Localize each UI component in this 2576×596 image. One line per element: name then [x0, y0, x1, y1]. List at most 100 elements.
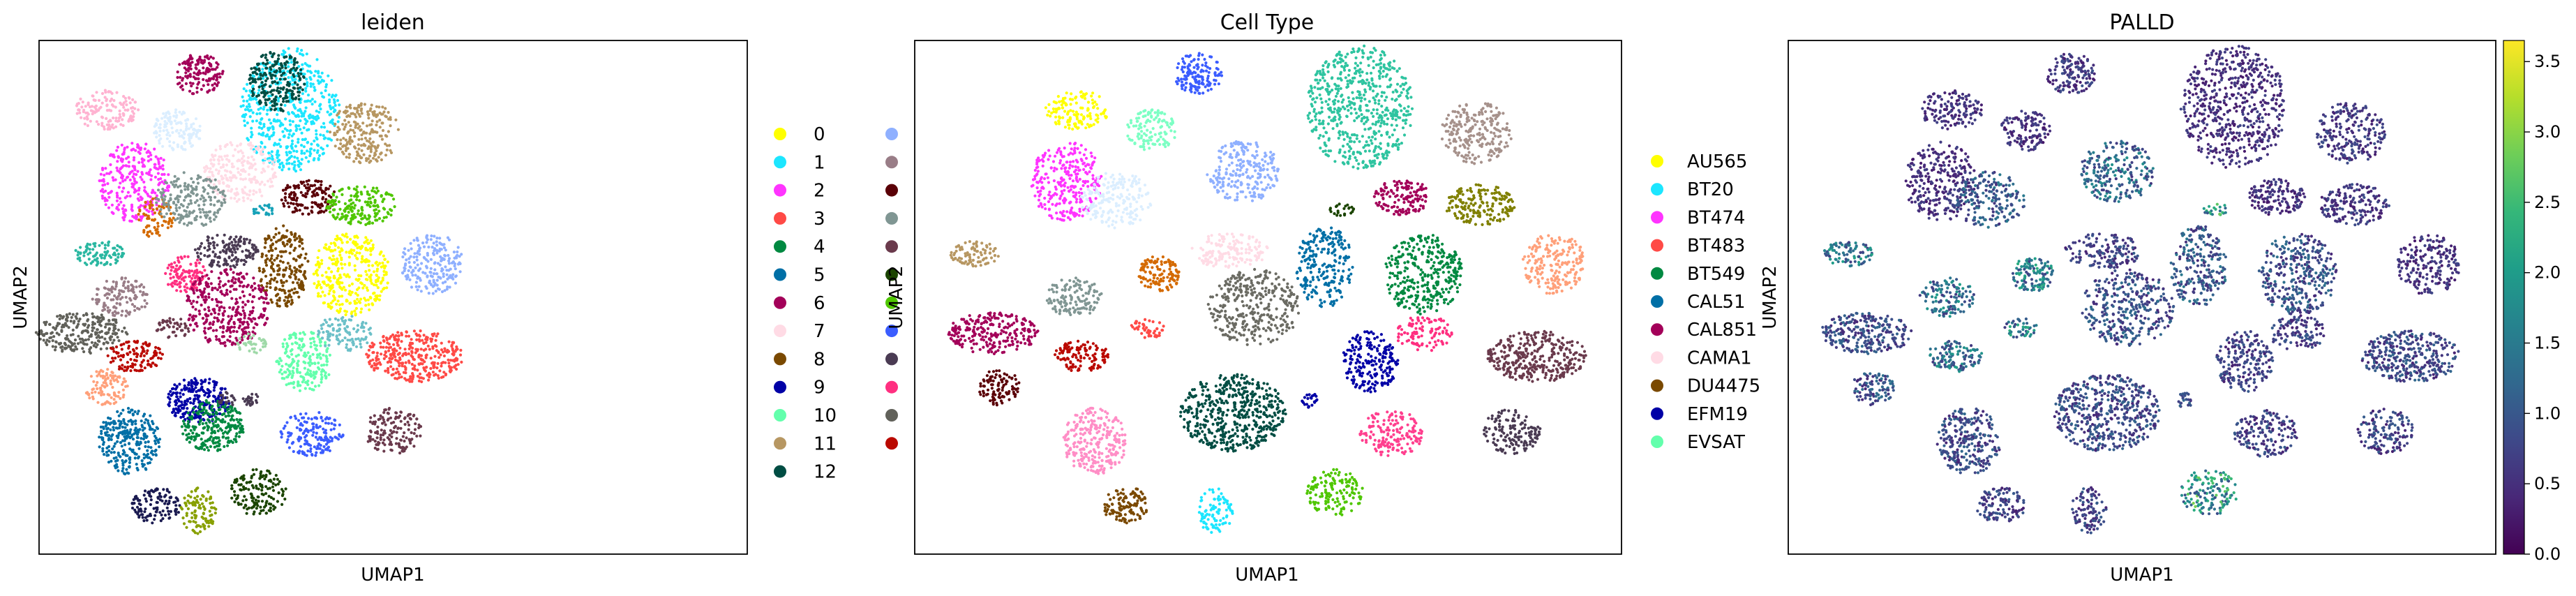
point [97, 98, 101, 102]
point [329, 195, 333, 199]
point [313, 89, 317, 92]
point [442, 243, 446, 246]
point [371, 186, 375, 190]
point [144, 191, 147, 194]
point [354, 188, 358, 192]
point [317, 75, 321, 78]
point [359, 128, 362, 132]
point [320, 327, 324, 330]
point [297, 186, 301, 190]
point [117, 311, 120, 315]
point [70, 343, 74, 347]
point [163, 195, 167, 198]
point [338, 103, 341, 107]
point [297, 109, 300, 112]
point [187, 329, 190, 333]
point [174, 207, 178, 210]
point [285, 235, 288, 239]
point [204, 313, 208, 316]
point [257, 132, 261, 135]
point [174, 334, 178, 338]
point [407, 260, 411, 265]
point [282, 281, 285, 284]
point [102, 342, 105, 345]
point [387, 110, 390, 114]
point [354, 345, 359, 348]
point [368, 161, 371, 164]
point [386, 260, 389, 264]
point [241, 275, 244, 278]
point [285, 279, 288, 283]
point [291, 83, 294, 87]
point [192, 299, 195, 303]
point [119, 200, 123, 204]
point [366, 288, 370, 292]
point [338, 307, 343, 311]
point [347, 292, 351, 296]
point [260, 180, 264, 184]
point [252, 193, 255, 196]
point [241, 196, 245, 200]
point [126, 341, 129, 344]
point [297, 159, 300, 163]
point [175, 209, 179, 212]
point [243, 316, 246, 320]
point [160, 193, 164, 196]
point [329, 138, 334, 142]
point [405, 258, 408, 262]
point [93, 254, 96, 258]
point [248, 73, 252, 77]
point [290, 61, 293, 64]
point [156, 119, 160, 122]
point [144, 205, 147, 209]
point [237, 150, 240, 154]
point [125, 103, 128, 107]
point [239, 143, 242, 147]
point [274, 96, 278, 99]
point [360, 217, 364, 221]
point [364, 200, 367, 204]
point [376, 264, 380, 267]
point [269, 177, 272, 181]
point [324, 243, 328, 246]
point [241, 306, 245, 309]
point [103, 246, 107, 250]
point [338, 110, 341, 113]
point [295, 196, 299, 200]
point [305, 82, 309, 86]
point [254, 246, 257, 249]
point [151, 208, 155, 211]
point [203, 254, 207, 258]
point [203, 308, 207, 311]
point [139, 368, 142, 372]
point [178, 81, 181, 85]
point [117, 117, 121, 120]
point [315, 269, 318, 274]
point [217, 172, 220, 175]
point [244, 89, 248, 93]
point [151, 356, 154, 359]
point [364, 269, 368, 274]
point [217, 159, 220, 163]
point [415, 255, 419, 259]
point [194, 308, 197, 311]
point [412, 358, 417, 362]
point [241, 95, 244, 98]
point [357, 105, 361, 109]
point [268, 154, 271, 157]
point [278, 165, 281, 169]
point [357, 286, 361, 290]
point [190, 276, 194, 281]
point [438, 263, 442, 267]
point [361, 286, 365, 290]
point [252, 326, 255, 329]
point [328, 353, 331, 357]
point [225, 329, 229, 333]
point [288, 70, 292, 74]
point [188, 89, 192, 93]
point [179, 191, 183, 194]
point [105, 279, 108, 283]
point [201, 275, 204, 278]
point [192, 209, 195, 213]
point [239, 105, 243, 108]
